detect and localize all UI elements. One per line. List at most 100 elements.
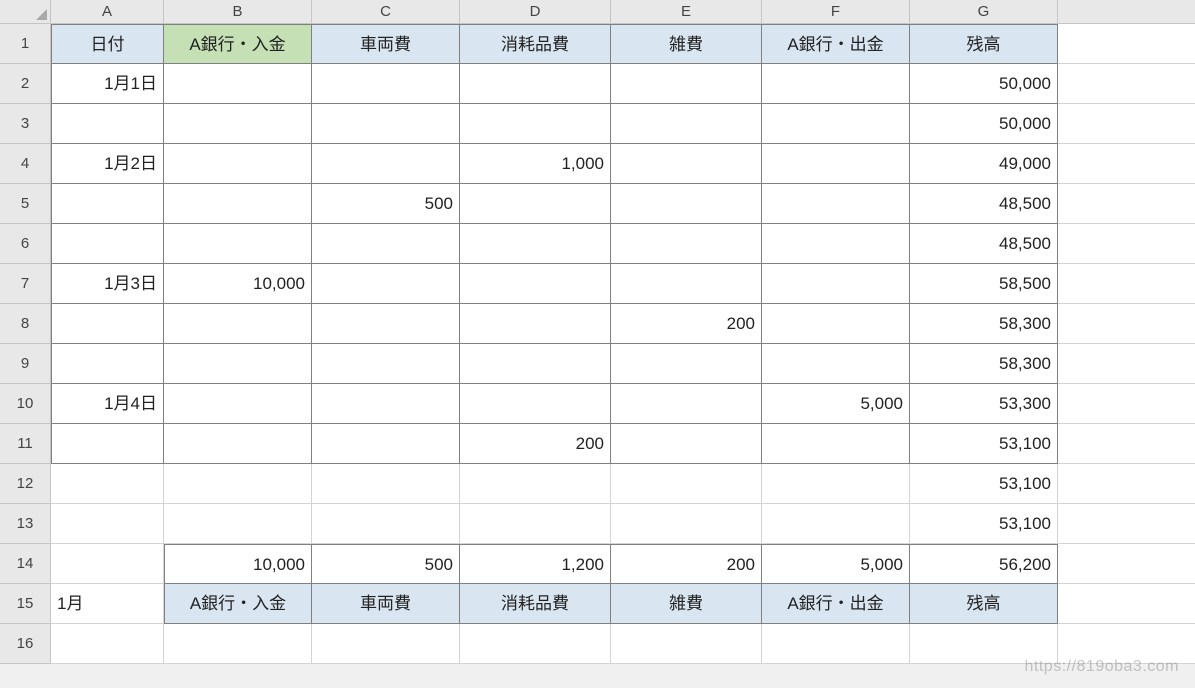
cell-C2[interactable] <box>312 64 460 104</box>
cell-D8[interactable] <box>460 304 611 344</box>
cell-B11[interactable] <box>164 424 312 464</box>
cell-C13[interactable] <box>312 504 460 544</box>
row-header-11[interactable]: 11 <box>0 424 51 464</box>
cell-C4[interactable] <box>312 144 460 184</box>
cell-B4[interactable] <box>164 144 312 184</box>
cell-E15[interactable]: 雑費 <box>611 584 762 624</box>
cell-A8[interactable] <box>51 304 164 344</box>
cell-F2[interactable] <box>762 64 910 104</box>
cell-A4[interactable]: 1月2日 <box>51 144 164 184</box>
cell-E1[interactable]: 雑費 <box>611 24 762 64</box>
col-header-blank[interactable] <box>1058 0 1195 24</box>
cell-G9[interactable]: 58,300 <box>910 344 1058 384</box>
cell-G10[interactable]: 53,300 <box>910 384 1058 424</box>
cell-C11[interactable] <box>312 424 460 464</box>
row-header-7[interactable]: 7 <box>0 264 51 304</box>
cell-D1[interactable]: 消耗品費 <box>460 24 611 64</box>
cell-E6[interactable] <box>611 224 762 264</box>
cell-F11[interactable] <box>762 424 910 464</box>
cell-H7[interactable] <box>1058 264 1195 304</box>
col-header-B[interactable]: B <box>164 0 312 24</box>
cell-C9[interactable] <box>312 344 460 384</box>
spreadsheet[interactable]: A B C D E F G 1 日付 A銀行・入金 車両費 消耗品費 雑費 A銀… <box>0 0 1195 664</box>
cell-D9[interactable] <box>460 344 611 384</box>
col-header-F[interactable]: F <box>762 0 910 24</box>
cell-F8[interactable] <box>762 304 910 344</box>
cell-B9[interactable] <box>164 344 312 384</box>
cell-H10[interactable] <box>1058 384 1195 424</box>
row-header-9[interactable]: 9 <box>0 344 51 384</box>
cell-E12[interactable] <box>611 464 762 504</box>
cell-B7[interactable]: 10,000 <box>164 264 312 304</box>
cell-C7[interactable] <box>312 264 460 304</box>
cell-C6[interactable] <box>312 224 460 264</box>
cell-F9[interactable] <box>762 344 910 384</box>
cell-E8[interactable]: 200 <box>611 304 762 344</box>
cell-H12[interactable] <box>1058 464 1195 504</box>
cell-C5[interactable]: 500 <box>312 184 460 224</box>
row-header-14[interactable]: 14 <box>0 544 51 584</box>
cell-B2[interactable] <box>164 64 312 104</box>
cell-E11[interactable] <box>611 424 762 464</box>
cell-A14[interactable] <box>51 544 164 584</box>
cell-B15[interactable]: A銀行・入金 <box>164 584 312 624</box>
cell-F1[interactable]: A銀行・出金 <box>762 24 910 64</box>
cell-C8[interactable] <box>312 304 460 344</box>
cell-G12[interactable]: 53,100 <box>910 464 1058 504</box>
row-header-16[interactable]: 16 <box>0 624 51 664</box>
cell-G15[interactable]: 残高 <box>910 584 1058 624</box>
cell-D10[interactable] <box>460 384 611 424</box>
cell-B14[interactable]: 10,000 <box>164 544 312 584</box>
cell-D13[interactable] <box>460 504 611 544</box>
cell-C15[interactable]: 車両費 <box>312 584 460 624</box>
cell-H3[interactable] <box>1058 104 1195 144</box>
row-header-3[interactable]: 3 <box>0 104 51 144</box>
cell-B5[interactable] <box>164 184 312 224</box>
cell-D5[interactable] <box>460 184 611 224</box>
cell-C3[interactable] <box>312 104 460 144</box>
cell-B6[interactable] <box>164 224 312 264</box>
cell-D7[interactable] <box>460 264 611 304</box>
cell-G8[interactable]: 58,300 <box>910 304 1058 344</box>
cell-G13[interactable]: 53,100 <box>910 504 1058 544</box>
cell-G1[interactable]: 残高 <box>910 24 1058 64</box>
cell-C14[interactable]: 500 <box>312 544 460 584</box>
cell-D16[interactable] <box>460 624 611 664</box>
cell-D2[interactable] <box>460 64 611 104</box>
cell-A5[interactable] <box>51 184 164 224</box>
cell-B3[interactable] <box>164 104 312 144</box>
cell-H6[interactable] <box>1058 224 1195 264</box>
cell-A1[interactable]: 日付 <box>51 24 164 64</box>
cell-F7[interactable] <box>762 264 910 304</box>
cell-B10[interactable] <box>164 384 312 424</box>
cell-A11[interactable] <box>51 424 164 464</box>
cell-H9[interactable] <box>1058 344 1195 384</box>
cell-A3[interactable] <box>51 104 164 144</box>
cell-C1[interactable]: 車両費 <box>312 24 460 64</box>
col-header-G[interactable]: G <box>910 0 1058 24</box>
cell-F14[interactable]: 5,000 <box>762 544 910 584</box>
cell-A15[interactable]: 1月 <box>51 584 164 624</box>
row-header-15[interactable]: 15 <box>0 584 51 624</box>
col-header-A[interactable]: A <box>51 0 164 24</box>
cell-C16[interactable] <box>312 624 460 664</box>
cell-D15[interactable]: 消耗品費 <box>460 584 611 624</box>
cell-B8[interactable] <box>164 304 312 344</box>
cell-G2[interactable]: 50,000 <box>910 64 1058 104</box>
col-header-C[interactable]: C <box>312 0 460 24</box>
cell-B13[interactable] <box>164 504 312 544</box>
cell-A6[interactable] <box>51 224 164 264</box>
row-header-1[interactable]: 1 <box>0 24 51 64</box>
cell-H8[interactable] <box>1058 304 1195 344</box>
cell-H4[interactable] <box>1058 144 1195 184</box>
cell-G3[interactable]: 50,000 <box>910 104 1058 144</box>
cell-F6[interactable] <box>762 224 910 264</box>
cell-C12[interactable] <box>312 464 460 504</box>
col-header-E[interactable]: E <box>611 0 762 24</box>
cell-D11[interactable]: 200 <box>460 424 611 464</box>
cell-F16[interactable] <box>762 624 910 664</box>
cell-D4[interactable]: 1,000 <box>460 144 611 184</box>
cell-G5[interactable]: 48,500 <box>910 184 1058 224</box>
cell-E16[interactable] <box>611 624 762 664</box>
cell-B1[interactable]: A銀行・入金 <box>164 24 312 64</box>
